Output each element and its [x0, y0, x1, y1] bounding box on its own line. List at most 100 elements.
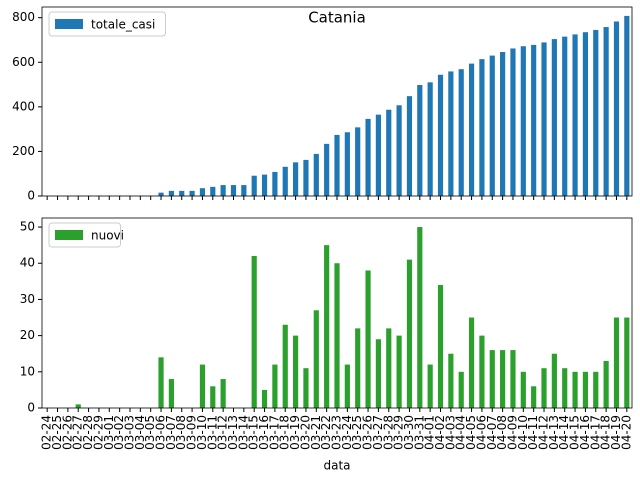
bar	[541, 42, 547, 196]
bar	[334, 263, 340, 408]
bar	[406, 259, 413, 408]
bar	[313, 310, 319, 408]
bar	[158, 357, 164, 408]
x-tick-label: 02-25	[50, 415, 64, 450]
bar	[210, 186, 216, 196]
y-tick-label: 200	[12, 144, 35, 158]
bar	[613, 21, 620, 196]
bar	[282, 324, 288, 408]
x-tick-label: 04-08	[495, 415, 509, 450]
bar	[293, 162, 299, 196]
legend-label: nuovi	[91, 229, 124, 243]
x-tick-label: 03-24	[340, 415, 354, 450]
bar	[520, 371, 526, 408]
bar	[468, 317, 475, 408]
x-tick-label: 03-11	[205, 415, 219, 450]
legend-swatch	[55, 19, 83, 29]
bar	[582, 32, 589, 196]
bar	[417, 85, 423, 196]
x-tick-label: 04-03	[443, 415, 457, 450]
x-tick-label: 04-12	[537, 415, 551, 450]
x-tick-label: 03-10	[195, 415, 209, 450]
x-tick-label: 03-07	[164, 415, 178, 450]
bar	[210, 386, 216, 408]
x-axis-label: data	[323, 459, 350, 473]
x-tick-label: 02-24	[40, 415, 54, 450]
bar	[489, 55, 495, 196]
legend-swatch	[55, 230, 83, 240]
bar	[427, 82, 433, 196]
bar	[220, 185, 226, 196]
bar	[251, 175, 257, 196]
bar	[500, 52, 506, 196]
bar	[230, 185, 237, 196]
x-tick-label: 03-05	[143, 415, 157, 450]
bar	[500, 350, 506, 408]
bar	[355, 127, 361, 196]
bar	[303, 368, 309, 408]
bar	[541, 368, 547, 408]
y-tick-label: 30	[20, 292, 35, 306]
legend-label: totale_casi	[91, 18, 155, 32]
x-tick-label: 03-25	[350, 415, 364, 450]
bar	[179, 190, 185, 196]
y-tick-label: 0	[27, 189, 35, 203]
x-tick-label: 03-02	[112, 415, 126, 450]
bar	[75, 404, 81, 408]
bar	[313, 153, 319, 196]
bar	[603, 27, 609, 197]
bar	[220, 379, 226, 408]
x-tick-label: 04-14	[557, 415, 571, 450]
bar	[189, 190, 195, 196]
y-tick-label: 40	[20, 256, 35, 270]
bar	[448, 353, 454, 408]
x-tick-label: 03-09	[185, 415, 199, 450]
bar	[520, 46, 526, 197]
bar	[272, 171, 278, 196]
bar	[344, 132, 350, 196]
bar	[365, 270, 371, 408]
bar	[479, 59, 485, 196]
x-tick-label: 02-26	[60, 415, 74, 450]
x-tick-label: 03-01	[102, 415, 116, 450]
bar	[406, 96, 413, 196]
y-tick-label: 800	[12, 10, 35, 24]
bar	[531, 386, 537, 408]
bar	[489, 350, 495, 408]
bar	[324, 143, 330, 196]
bar	[458, 69, 464, 196]
bar	[199, 188, 206, 196]
x-tick-label: 04-16	[578, 415, 592, 450]
bar	[168, 379, 174, 408]
x-tick-label: 03-21	[309, 415, 323, 450]
bar	[375, 114, 381, 196]
bar	[603, 360, 609, 408]
bar	[334, 134, 340, 196]
legend: totale_casi	[48, 11, 166, 37]
bar	[293, 335, 299, 408]
x-tick-label: 04-05	[464, 415, 478, 450]
legend-frame	[48, 222, 121, 248]
bar	[396, 335, 402, 408]
bar	[437, 284, 444, 408]
bar	[261, 389, 268, 408]
bar	[417, 227, 423, 408]
bar	[531, 44, 537, 196]
x-tick-label: 03-26	[361, 415, 375, 450]
x-tick-label: 03-20	[298, 415, 312, 450]
bar	[241, 185, 247, 196]
bar	[572, 371, 578, 408]
bar	[582, 371, 589, 408]
x-tick-label: 03-19	[288, 415, 302, 450]
bar	[303, 159, 309, 196]
x-tick-label: 03-22	[319, 415, 333, 450]
legend-frame	[48, 11, 166, 37]
x-tick-label: 04-09	[505, 415, 519, 450]
x-tick-label: 03-17	[267, 415, 281, 450]
bar	[344, 364, 350, 408]
bar	[613, 317, 620, 408]
x-tick-label: 04-04	[454, 415, 468, 450]
x-tick-label: 03-31	[412, 415, 426, 450]
x-tick-label: 03-14	[236, 415, 250, 450]
y-tick-label: 400	[12, 99, 35, 113]
